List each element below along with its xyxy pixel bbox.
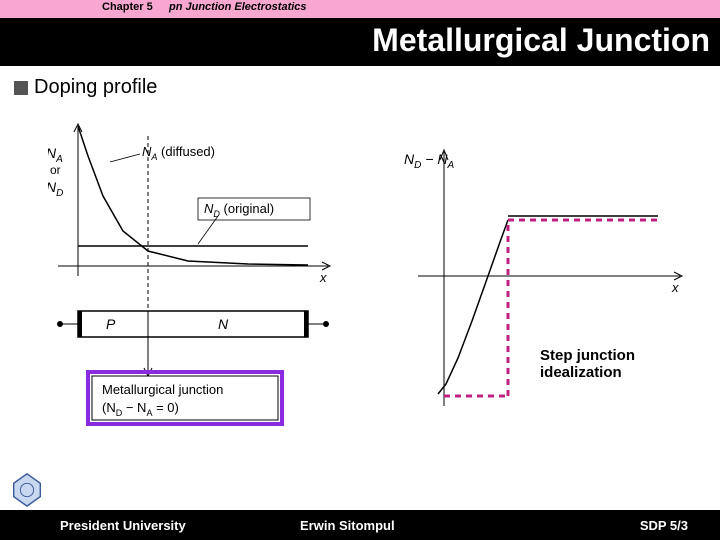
- y-label-na: NA: [48, 145, 63, 165]
- nd-line-label: ND (original): [204, 201, 274, 219]
- step-label-line2: idealization: [540, 365, 635, 382]
- pn-device: P N: [57, 311, 329, 337]
- footer-mid: Erwin Sitompul: [300, 518, 395, 533]
- footer-right: SDP 5/3: [640, 518, 688, 533]
- slide-title: Metallurgical Junction: [372, 22, 710, 59]
- university-logo-icon: [8, 470, 46, 508]
- y-label-right: ND − NA: [404, 151, 454, 171]
- chapter-label: Chapter 5: [102, 1, 153, 13]
- na-curve-label: NA (diffused): [142, 144, 215, 162]
- right-smooth-curve: [438, 220, 508, 394]
- bullet-text: Doping profile: [34, 76, 157, 99]
- step-label-line1: Step junction: [540, 348, 635, 365]
- x-axis-label-right: x: [671, 280, 679, 295]
- met-junction-label-1: Metallurgical junction: [102, 382, 223, 397]
- step-junction-label: Step junction idealization: [540, 348, 635, 381]
- bullet-row: Doping profile: [14, 76, 157, 99]
- left-figure: NA or ND NA (diffused) ND (original) x P…: [48, 116, 348, 476]
- footer-left: President University: [60, 518, 186, 533]
- footer-band: President University Erwin Sitompul SDP …: [0, 510, 720, 540]
- right-figure: ND − NA x: [388, 116, 688, 476]
- p-region-label: P: [106, 316, 116, 332]
- y-label-nd: ND: [48, 179, 63, 199]
- bullet-marker-icon: [14, 81, 28, 95]
- x-axis-label-left: x: [319, 270, 327, 285]
- n-region-label: N: [218, 316, 229, 332]
- y-label-or: or: [50, 163, 61, 177]
- topic-label: pn Junction Electrostatics: [169, 1, 307, 13]
